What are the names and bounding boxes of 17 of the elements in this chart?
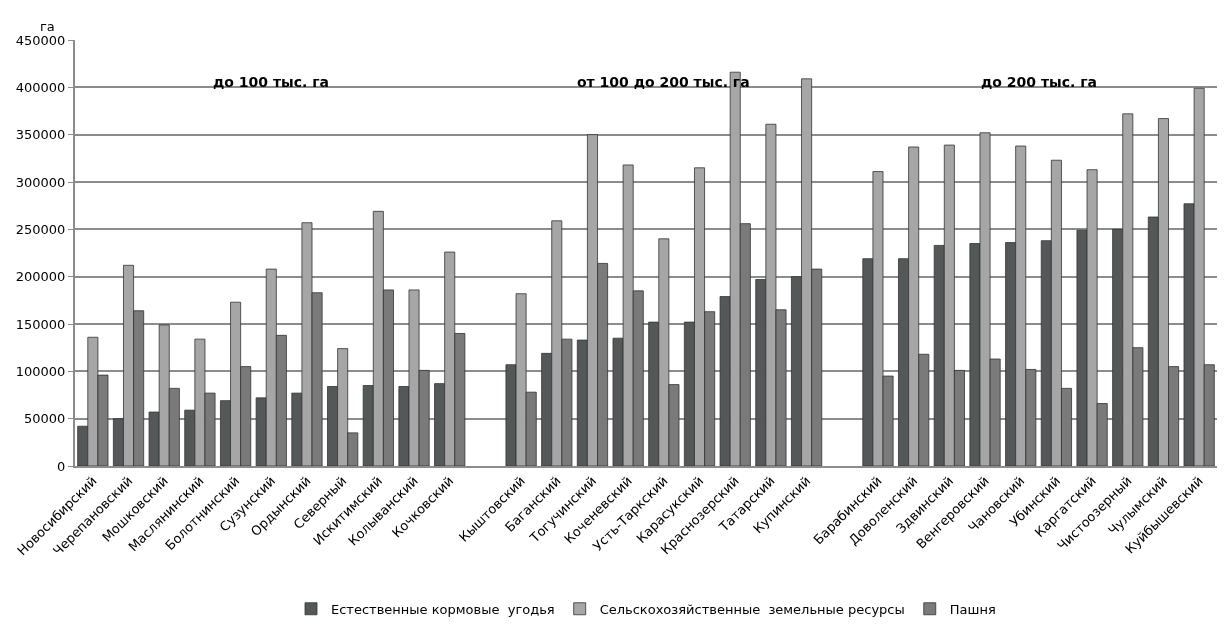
- y-tick-label: 250000: [15, 221, 66, 237]
- y-tick-label: 300000: [15, 174, 66, 190]
- y-tick-label: 0: [57, 458, 66, 474]
- y-tick-label: 350000: [15, 127, 66, 143]
- legend-label: Сельскохозяйственные земельные ресурсы: [599, 601, 905, 617]
- legend-label: Естественные кормовые угодья: [331, 601, 555, 617]
- legend-label: Пашня: [949, 601, 996, 617]
- y-tick-label: 200000: [15, 269, 66, 285]
- y-axis-title: га: [40, 19, 55, 34]
- y-tick-label: 450000: [15, 32, 66, 48]
- annotation: от 100 до 200 тыс. га: [577, 74, 750, 90]
- y-tick-label: 100000: [15, 363, 66, 379]
- y-tick-label: 150000: [15, 316, 66, 332]
- annotation: до 200 тыс. га: [981, 74, 1097, 90]
- y-tick-label: 400000: [15, 79, 66, 95]
- y-tick-label: 50000: [24, 411, 66, 427]
- annotation: до 100 тыс. га: [213, 74, 329, 90]
